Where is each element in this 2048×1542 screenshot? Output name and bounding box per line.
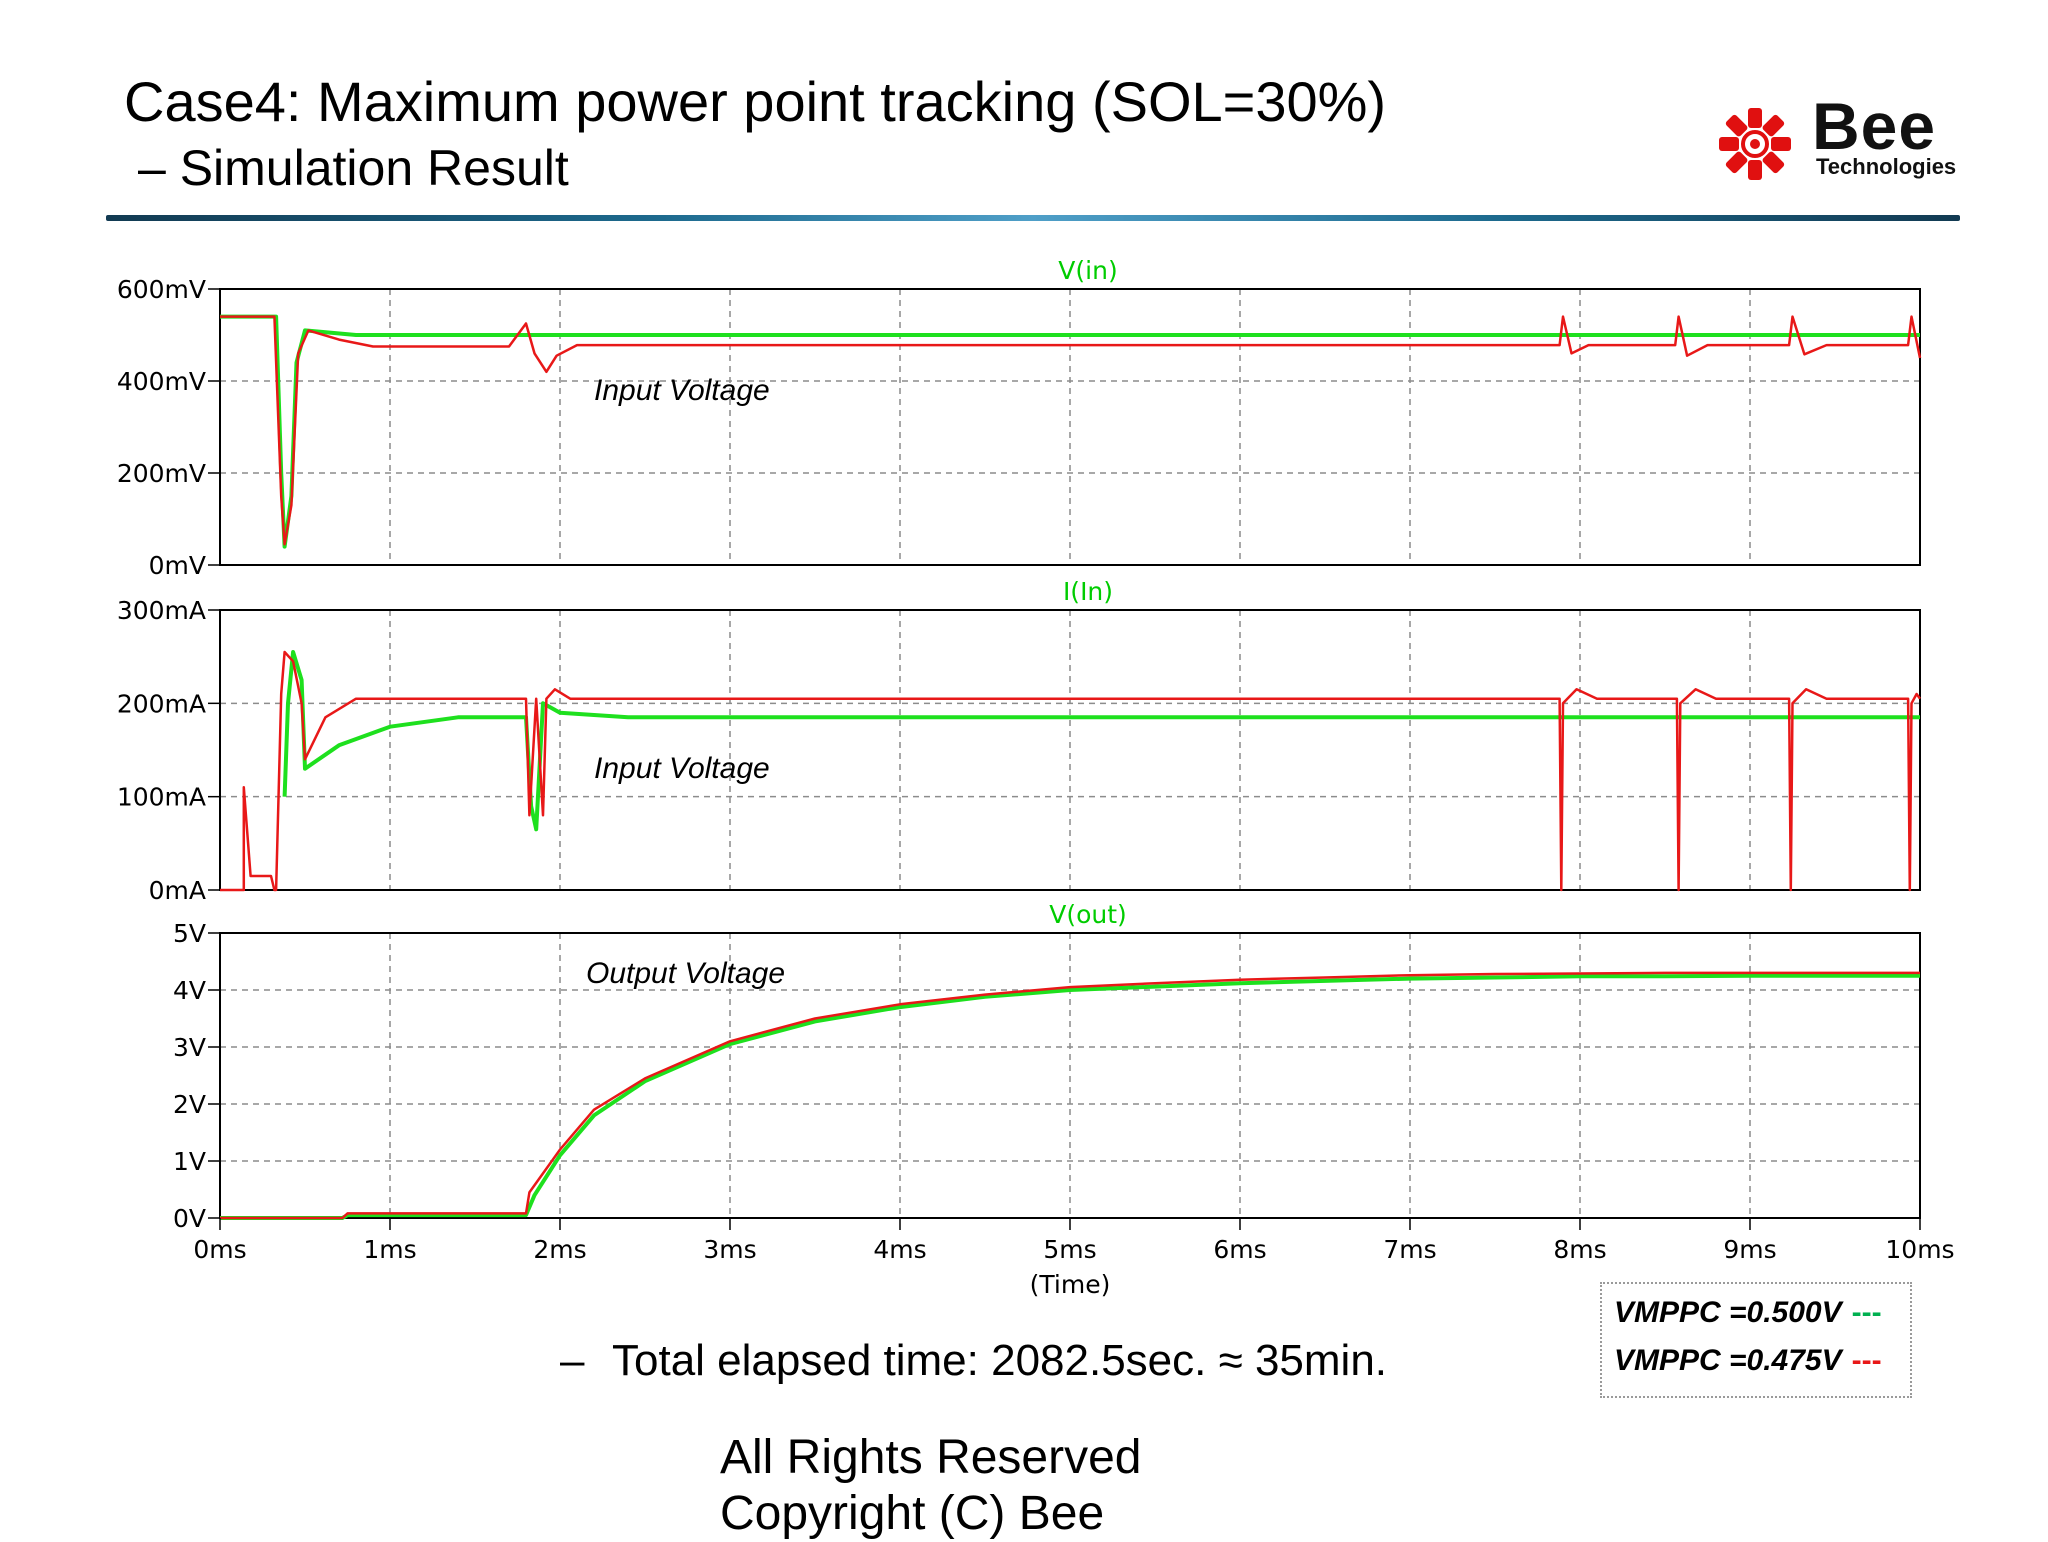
y-tick-label: 200mA [117, 689, 206, 718]
elapsed-text: Total elapsed time: 2082.5sec. ≈ 35min. [612, 1336, 1388, 1385]
y-tick-label: 1V [173, 1147, 206, 1176]
elapsed-bullet: – [560, 1336, 585, 1385]
series-line-green [220, 973, 1920, 1220]
logo-petal [1719, 137, 1739, 151]
logo-petal [1748, 108, 1762, 128]
x-tick-label: 8ms [1553, 1235, 1606, 1264]
plot-title: I(In) [1063, 577, 1113, 606]
x-tick-label: 9ms [1723, 1235, 1776, 1264]
series-line-red [220, 971, 1920, 1220]
series-line-red [220, 315, 1922, 546]
slide-title: Case4: Maximum power point tracking (SOL… [124, 70, 1387, 133]
chart-legend: VMPPC =0.500V --- VMPPC =0.475V --- [1600, 1282, 1912, 1398]
legend-label-1: VMPPC =0.475V [1614, 1344, 1842, 1377]
logo-dot [1750, 139, 1760, 149]
legend-label-0: VMPPC =0.500V [1614, 1296, 1842, 1329]
y-tick-label: 3V [173, 1033, 206, 1062]
x-tick-label: 3ms [703, 1235, 756, 1264]
slide-subtitle: – Simulation Result [138, 140, 569, 196]
plot-annotation: Input Voltage [594, 374, 770, 407]
logo-petal [1762, 151, 1785, 174]
y-tick-label: 0V [173, 1204, 206, 1233]
footer-line-1: All Rights Reserved [720, 1431, 1142, 1484]
y-tick-label: 0mV [149, 551, 206, 580]
x-tick-label: 0ms [193, 1235, 246, 1264]
legend-item-1: VMPPC =0.475V --- [1614, 1344, 1882, 1384]
logo-word: Bee [1812, 89, 1937, 163]
series-line-green [282, 650, 1920, 832]
x-axis-label: (Time) [1030, 1270, 1111, 1299]
y-tick-label: 5V [173, 919, 206, 948]
plot-frame [219, 288, 1921, 566]
logo-petal [1725, 151, 1748, 174]
legend-item-0: VMPPC =0.500V --- [1614, 1296, 1882, 1336]
plot-title: V(out) [1049, 900, 1127, 929]
elapsed-time: – Total elapsed time: 2082.5sec. ≈ 35min. [560, 1336, 1387, 1386]
logo-petal [1725, 114, 1748, 137]
logo: Bee Technologies [1700, 89, 1960, 194]
x-tick-label: 7ms [1383, 1235, 1436, 1264]
plot-annotation: Input Voltage [594, 752, 770, 785]
x-tick-label: 10ms [1885, 1235, 1954, 1264]
bee-logo-icon [1719, 108, 1791, 180]
logo-petal [1771, 137, 1791, 151]
logo-petal [1762, 114, 1785, 137]
plot-title: V(in) [1058, 256, 1117, 285]
legend-swatch-0: --- [1851, 1296, 1882, 1329]
x-tick-label: 4ms [873, 1235, 926, 1264]
y-tick-label: 4V [173, 976, 206, 1005]
x-tick-label: 1ms [363, 1235, 416, 1264]
logo-subtitle: Technologies [1816, 154, 1957, 179]
logo-petal [1748, 160, 1762, 180]
x-tick-label: 6ms [1213, 1235, 1266, 1264]
x-tick-label: 5ms [1043, 1235, 1096, 1264]
x-tick-label: 2ms [533, 1235, 586, 1264]
y-tick-label: 600mV [117, 275, 206, 304]
footer: All Rights Reserved Copyright (C) Bee [720, 1430, 1142, 1542]
series-line-red [220, 650, 1922, 892]
y-tick-label: 200mV [117, 459, 206, 488]
legend-swatch-1: --- [1851, 1344, 1882, 1377]
simulation-charts: 0mV 200mV 400mV 600mV V(in) Input Voltage 0mA 1… [117, 256, 1955, 1299]
y-tick-label: 2V [173, 1090, 206, 1119]
header-rule [106, 215, 1960, 221]
y-tick-label: 400mV [117, 367, 206, 396]
y-tick-label: 300mA [117, 596, 206, 625]
y-tick-label: 100mA [117, 783, 206, 812]
plot-frame [219, 609, 1921, 891]
plot-annotation: Output Voltage [586, 957, 785, 990]
footer-line-2: Copyright (C) Bee [720, 1487, 1105, 1540]
y-tick-label: 0mA [149, 876, 206, 905]
